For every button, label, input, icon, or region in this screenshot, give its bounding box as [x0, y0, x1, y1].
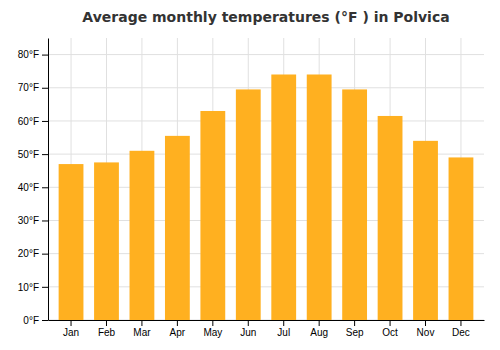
tick: 60°F — [18, 116, 48, 127]
bar — [200, 111, 225, 320]
tick-label: Mar — [133, 327, 151, 338]
y-axis: 0°F 10°F 20°F 30°F 40°F 50°F 60°F 70°F 80°F — [18, 39, 49, 326]
tick-label: Nov — [417, 327, 435, 338]
tick-mark — [319, 320, 320, 326]
bar — [307, 74, 332, 320]
x-axis: Jan Feb Mar Apr May Jun Jul Aug Sep Oct Nov Dec — [49, 320, 485, 338]
tick-mark — [42, 220, 48, 221]
tick-label: Dec — [452, 327, 470, 338]
tick: Apr — [170, 320, 186, 338]
tick-mark — [42, 320, 48, 321]
tick-label: 20°F — [18, 248, 39, 259]
tick: Feb — [98, 320, 116, 338]
tick-mark — [106, 320, 107, 326]
tick: May — [203, 320, 222, 338]
tick-label: Jan — [63, 327, 79, 338]
tick: Dec — [452, 320, 470, 338]
tick-label: Jun — [240, 327, 256, 338]
bar — [271, 74, 296, 320]
tick-mark — [42, 254, 48, 255]
bar — [130, 151, 155, 320]
bar — [449, 157, 474, 320]
axis-line — [49, 320, 485, 321]
tick-mark — [283, 320, 284, 326]
tick-mark — [425, 320, 426, 326]
tick-mark — [42, 55, 48, 56]
tick-mark — [248, 320, 249, 326]
tick-label: 50°F — [18, 149, 39, 160]
tick: 30°F — [18, 215, 48, 226]
tick-mark — [42, 287, 48, 288]
tick: 0°F — [23, 315, 48, 326]
grid-line — [48, 54, 484, 55]
tick-label: Feb — [98, 327, 116, 338]
tick: 80°F — [18, 49, 48, 60]
bar — [165, 136, 190, 320]
tick: 10°F — [18, 282, 48, 293]
bar — [94, 162, 119, 320]
tick-label: Oct — [382, 327, 398, 338]
title: Average monthly temperatures (°F ) in Po… — [82, 9, 449, 25]
tick-label: 80°F — [18, 49, 39, 60]
tick-label: May — [203, 327, 222, 338]
tick: Mar — [133, 320, 151, 338]
bar — [413, 141, 438, 320]
tick-label: Apr — [170, 327, 186, 338]
bar — [378, 116, 403, 320]
tick-mark — [42, 88, 48, 89]
tick-mark — [460, 320, 461, 326]
tick-label: 40°F — [18, 182, 39, 193]
tick: Jul — [277, 320, 290, 338]
tick: Jan — [63, 320, 79, 338]
tick-label: Jul — [277, 327, 290, 338]
plot: Jan Feb Mar Apr May Jun Jul Aug Sep Oct Nov Dec 0°F 1… — [18, 38, 485, 338]
tick: Nov — [417, 320, 435, 338]
tick-label: 30°F — [18, 215, 39, 226]
tick: 50°F — [18, 149, 48, 160]
grid — [48, 38, 484, 320]
tick: Sep — [346, 320, 364, 338]
tick: 20°F — [18, 248, 48, 259]
tick: 70°F — [18, 82, 48, 93]
tick-mark — [42, 187, 48, 188]
chart: Jan Feb Mar Apr May Jun Jul Aug Sep Oct Nov Dec 0°F 1… — [0, 0, 500, 350]
tick: Aug — [310, 320, 328, 338]
tick: Jun — [240, 320, 256, 338]
tick-mark — [42, 154, 48, 155]
tick-label: 70°F — [18, 82, 39, 93]
tick-mark — [177, 320, 178, 326]
tick-label: 10°F — [18, 282, 39, 293]
tick-mark — [141, 320, 142, 326]
tick-label: 0°F — [23, 315, 39, 326]
bar — [59, 164, 84, 320]
tick: Oct — [382, 320, 398, 338]
tick-label: Sep — [346, 327, 364, 338]
bar — [236, 89, 261, 320]
axis-line — [48, 39, 49, 321]
tick-mark — [212, 320, 213, 326]
tick-mark — [390, 320, 391, 326]
tick-label: Aug — [310, 327, 328, 338]
tick-mark — [354, 320, 355, 326]
grid-line — [48, 87, 484, 88]
bars — [59, 74, 474, 320]
tick-mark — [42, 121, 48, 122]
tick: 40°F — [18, 182, 48, 193]
grid-line — [48, 120, 484, 121]
tick-mark — [71, 320, 72, 326]
tick-label: 60°F — [18, 116, 39, 127]
bar — [342, 89, 367, 320]
